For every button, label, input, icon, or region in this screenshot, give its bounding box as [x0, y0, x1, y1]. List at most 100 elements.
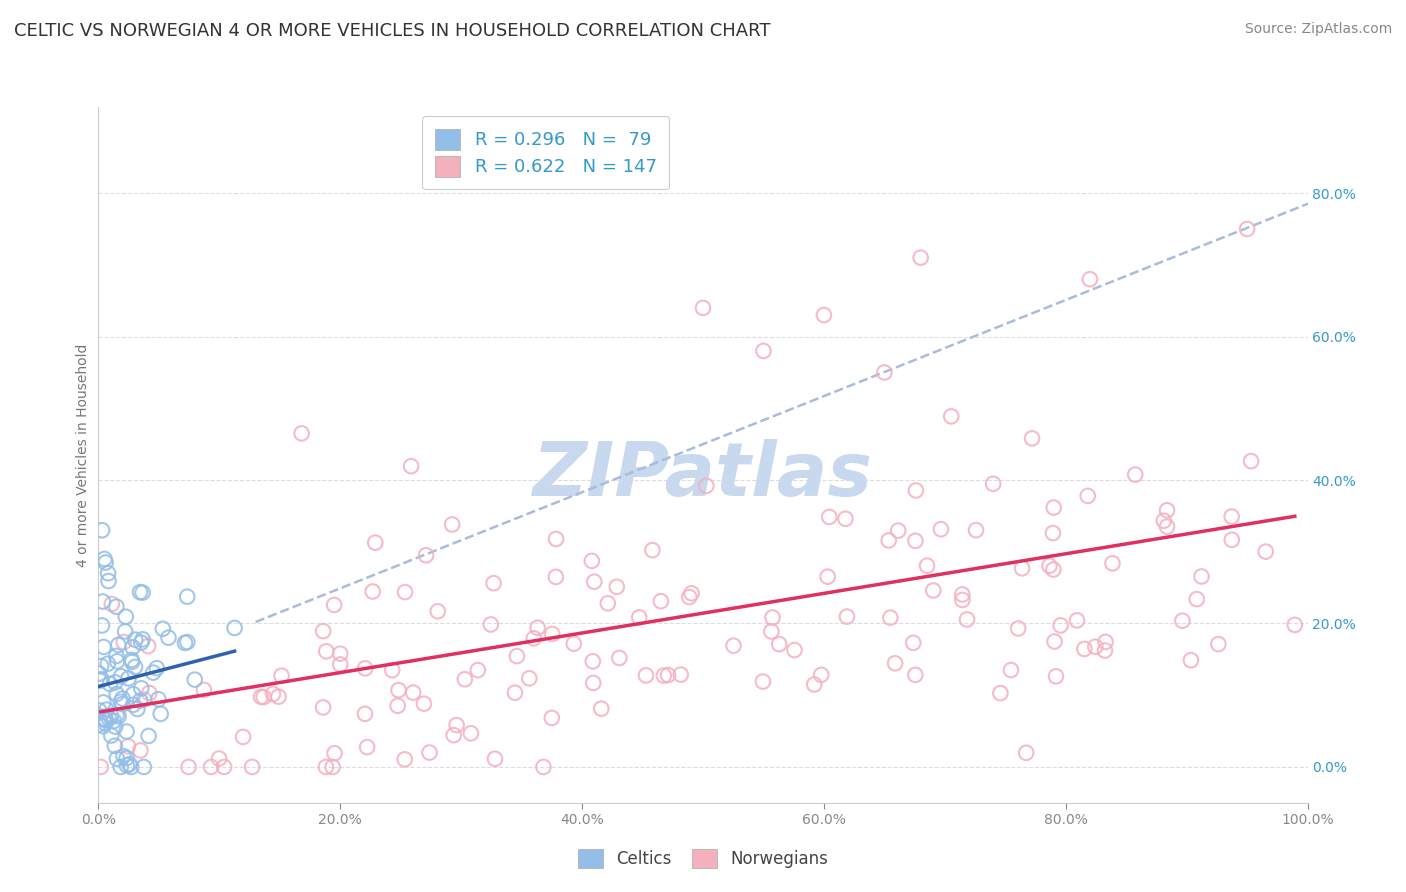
Point	[111, 691, 134, 706]
Point	[91, 594, 114, 608]
Point	[291, 426, 314, 441]
Point	[89, 666, 111, 681]
Point	[118, 757, 141, 772]
Point	[402, 685, 425, 699]
Point	[93, 712, 115, 726]
Point	[112, 749, 135, 764]
Point	[110, 695, 132, 709]
Point	[129, 635, 152, 649]
Point	[399, 459, 422, 474]
Point	[1049, 618, 1071, 632]
Point	[506, 649, 529, 664]
Point	[364, 535, 387, 549]
Point	[361, 584, 384, 599]
Point	[174, 636, 197, 650]
Point	[628, 610, 651, 624]
Point	[1185, 592, 1208, 607]
Point	[441, 517, 464, 532]
Point	[105, 599, 128, 614]
Point	[129, 681, 152, 696]
Point	[93, 552, 115, 566]
Point	[94, 556, 117, 570]
Point	[650, 594, 672, 608]
Point	[678, 590, 700, 604]
Point	[1191, 569, 1213, 583]
Point	[176, 635, 198, 649]
Point	[526, 621, 548, 635]
Point	[89, 673, 111, 688]
Point	[323, 747, 346, 761]
Point	[115, 751, 138, 765]
Point	[454, 672, 477, 686]
Point	[104, 739, 127, 753]
Point	[1000, 663, 1022, 677]
Point	[1240, 454, 1263, 468]
Point	[115, 758, 138, 772]
Point	[752, 674, 775, 689]
Point	[503, 686, 526, 700]
Point	[1171, 614, 1194, 628]
Point	[1042, 562, 1064, 576]
Point	[1208, 637, 1230, 651]
Point	[129, 743, 152, 757]
Point	[94, 713, 117, 727]
Point	[915, 558, 938, 573]
Point	[193, 682, 215, 697]
Point	[132, 760, 155, 774]
Point	[443, 728, 465, 742]
Point	[148, 692, 170, 706]
Point	[329, 657, 352, 672]
Point	[1220, 509, 1243, 524]
Point	[681, 586, 703, 600]
Point	[212, 760, 235, 774]
Point	[117, 672, 139, 686]
Point	[354, 706, 377, 721]
Point	[904, 668, 927, 682]
Point	[817, 569, 839, 583]
Point	[329, 647, 352, 661]
Point	[922, 583, 945, 598]
Point	[312, 700, 335, 714]
Point	[129, 693, 152, 707]
Point	[267, 690, 290, 704]
Point	[157, 631, 180, 645]
Point	[322, 760, 344, 774]
Point	[131, 632, 153, 647]
Point	[120, 760, 142, 774]
Point	[111, 697, 134, 711]
Point	[695, 479, 717, 493]
Point	[110, 669, 132, 683]
Text: Source: ZipAtlas.com: Source: ZipAtlas.com	[1244, 22, 1392, 37]
Point	[381, 663, 404, 677]
Point	[136, 639, 159, 653]
Point	[1094, 635, 1116, 649]
Point	[950, 587, 973, 601]
Point	[93, 640, 115, 654]
Point	[879, 610, 901, 624]
Point	[232, 730, 254, 744]
Point	[97, 712, 120, 726]
Point	[1066, 614, 1088, 628]
Point	[387, 683, 409, 698]
Point	[761, 610, 783, 624]
Point	[270, 669, 292, 683]
Point	[1042, 526, 1064, 541]
Point	[90, 760, 112, 774]
Point	[208, 751, 231, 765]
Point	[394, 585, 416, 599]
Point	[253, 690, 276, 704]
Point	[418, 746, 440, 760]
Point	[467, 663, 489, 677]
Point	[887, 524, 910, 538]
Point	[315, 760, 337, 774]
Legend: R = 0.296   N =  79, R = 0.622   N = 147: R = 0.296 N = 79, R = 0.622 N = 147	[422, 116, 669, 189]
Point	[107, 709, 129, 723]
Point	[1180, 653, 1202, 667]
Point	[97, 657, 120, 671]
Point	[1156, 503, 1178, 517]
Point	[100, 708, 122, 723]
Point	[114, 624, 136, 639]
Point	[200, 760, 222, 774]
Point	[904, 483, 927, 498]
Point	[94, 713, 117, 727]
